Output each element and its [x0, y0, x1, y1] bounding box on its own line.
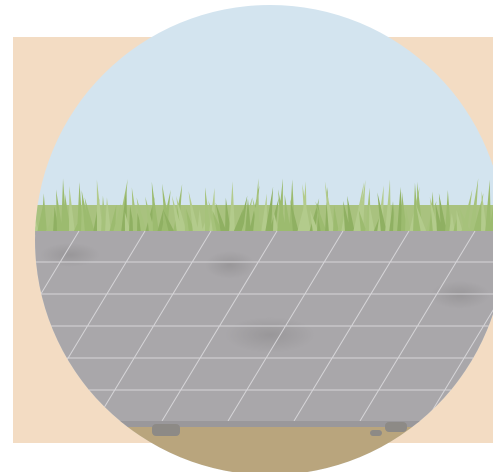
grass-blade [208, 200, 219, 233]
tile-diagonal [359, 230, 476, 422]
curb [35, 421, 493, 427]
grass-blade [64, 193, 71, 233]
grass-blade [369, 203, 375, 233]
grass-blade [449, 212, 455, 233]
tile-diagonal [293, 230, 410, 422]
grass-blade [162, 183, 171, 233]
grass-blade [225, 197, 231, 233]
grass-blade [377, 192, 387, 233]
grass-blade [241, 196, 253, 233]
grass-blade [278, 189, 287, 233]
grass-blade [315, 201, 327, 233]
grass-blade [145, 196, 155, 233]
stone [385, 422, 407, 432]
grass-blade [69, 185, 75, 233]
grass-blade [56, 189, 63, 233]
stain [225, 317, 315, 353]
tile-diagonal [0, 231, 13, 421]
grass-blade [252, 197, 263, 233]
grass-blade [157, 207, 164, 233]
grass-blade [481, 190, 487, 233]
grass-blade [473, 193, 484, 233]
grass-blade [290, 199, 299, 233]
grass-blade [197, 209, 203, 233]
grass-blade [284, 194, 291, 233]
grass-blade [151, 181, 159, 233]
grass-blade [429, 196, 439, 233]
grass-blade [261, 193, 267, 233]
grass-blade [136, 197, 147, 233]
grass [35, 178, 493, 235]
grass-blade [131, 187, 139, 233]
grass-blade [84, 197, 95, 233]
grass-blade [245, 198, 251, 233]
grass-blade [353, 181, 365, 233]
stone [152, 424, 180, 436]
grass-blade [357, 179, 366, 233]
grass-blade [273, 211, 279, 233]
grass-blade [358, 209, 367, 233]
grass-blade [105, 197, 111, 233]
grass-blade [445, 189, 451, 233]
stain [40, 243, 100, 267]
grass-blade [405, 208, 411, 233]
grass-blade [469, 178, 479, 233]
tile-diagonal [95, 230, 212, 422]
grass-blade [233, 208, 244, 233]
grass-blade [173, 183, 183, 233]
grass-blade [385, 179, 391, 233]
grass-blade [415, 204, 427, 233]
grass-blade [237, 195, 248, 233]
grass-blade [215, 202, 227, 233]
grass-blade [145, 197, 155, 233]
grass-blade [188, 191, 199, 233]
grass-blade [205, 187, 211, 233]
grass-blade [435, 202, 443, 233]
grass-blade [96, 179, 103, 233]
tile-diagonal [35, 230, 80, 422]
grass-blade [109, 204, 117, 233]
grass-blade [185, 208, 195, 233]
stain [205, 251, 255, 279]
grass-blade [45, 211, 56, 233]
grass-blade [229, 181, 235, 233]
tile-diagonal [425, 230, 493, 422]
grass-blade [347, 195, 355, 233]
grass-blade [302, 183, 311, 233]
grass-blade [333, 205, 339, 233]
tile-diagonal [161, 230, 278, 422]
grass-blade [163, 210, 175, 233]
grass-blade [456, 209, 463, 233]
stone [370, 430, 382, 436]
grass-blade [309, 210, 319, 233]
grass-blade [117, 179, 128, 233]
grass-blade [41, 193, 47, 233]
grass-blade [459, 207, 471, 233]
grass-blade [324, 181, 335, 233]
grass-blade [176, 195, 187, 233]
grass-blade [309, 198, 320, 233]
stain [430, 281, 490, 309]
grass-blade [265, 186, 274, 233]
grass-blade [485, 179, 491, 233]
tile-diagonal [227, 230, 344, 422]
grass-blade [161, 189, 171, 233]
grass-blade [438, 193, 447, 233]
